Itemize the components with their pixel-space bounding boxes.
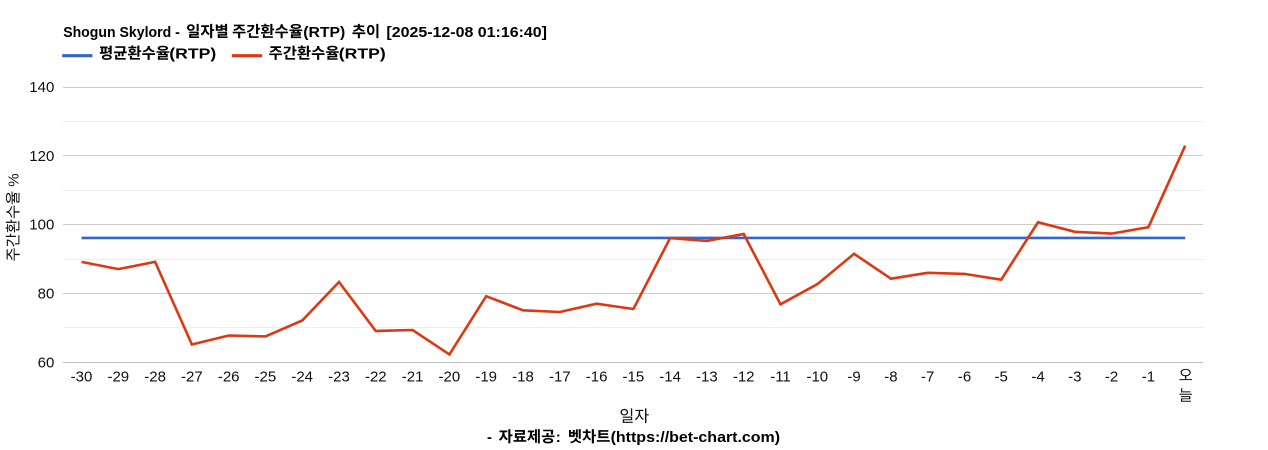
svg-text:-21: -21 [402,369,424,386]
svg-text:-14: -14 [659,369,681,386]
svg-text:-18: -18 [512,369,534,386]
svg-text:120: 120 [29,148,54,165]
svg-text:-26: -26 [218,369,240,386]
svg-text:[2025-12-08 01:16:40]: [2025-12-08 01:16:40] [386,24,547,41]
svg-text:-12: -12 [733,369,755,386]
svg-text:-1: -1 [1142,369,1155,386]
svg-text:-17: -17 [549,369,571,386]
svg-text:(RTP): (RTP) [169,46,216,63]
svg-text:-4: -4 [1031,369,1044,386]
svg-text:-15: -15 [623,369,645,386]
svg-text:-29: -29 [107,369,129,386]
svg-text:-5: -5 [995,369,1008,386]
svg-text:(RTP): (RTP) [303,24,345,41]
svg-text:-11: -11 [770,369,791,386]
svg-text::: : [556,429,561,446]
svg-text:-25: -25 [255,369,277,386]
svg-text:-23: -23 [328,369,350,386]
svg-text:-27: -27 [181,369,203,386]
svg-text:-3: -3 [1068,369,1081,386]
svg-text:-22: -22 [365,369,387,386]
svg-text:-13: -13 [696,369,718,386]
svg-text:-30: -30 [71,369,93,386]
svg-text:-9: -9 [847,369,860,386]
svg-text:-8: -8 [884,369,897,386]
svg-text:140: 140 [29,79,54,96]
svg-text:(https://bet-chart.com): (https://bet-chart.com) [611,429,781,446]
svg-text:-16: -16 [586,369,608,386]
svg-text:100: 100 [29,217,54,234]
svg-text:-28: -28 [144,369,166,386]
svg-text:-: - [487,429,492,446]
svg-text:-20: -20 [439,369,461,386]
svg-text:%: % [6,173,23,186]
svg-text:-7: -7 [921,369,934,386]
svg-text:-24: -24 [291,369,313,386]
svg-text:60: 60 [38,354,55,371]
svg-text:-6: -6 [958,369,971,386]
svg-text:-19: -19 [475,369,497,386]
svg-text:-10: -10 [806,369,828,386]
svg-text:(RTP): (RTP) [339,46,386,63]
svg-text:Shogun Skylord -: Shogun Skylord - [63,24,180,41]
svg-text:-2: -2 [1105,369,1118,386]
svg-text:80: 80 [38,286,55,303]
